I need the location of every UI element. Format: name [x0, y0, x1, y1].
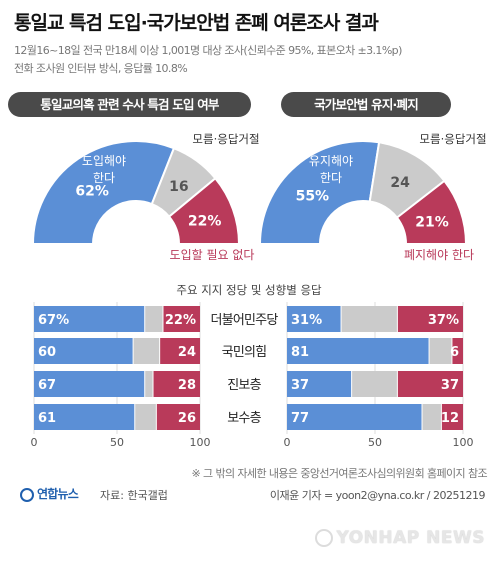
category-label-3: 보수층: [227, 411, 261, 426]
special-counsel-label-yes: 도입해야 한다: [82, 154, 126, 185]
special-counsel-bar-3-seg-2: [156, 404, 200, 430]
watermark-icon: [314, 529, 333, 547]
chart-title-special-counsel: 통일교의혹 관련 수사 특검 도입 여부: [8, 92, 251, 117]
security-law-bar-2-seg-2: [397, 371, 463, 397]
security-law-bar-1-yes-label: 81: [291, 345, 309, 360]
special-counsel-slice-2: [167, 176, 241, 245]
survey-method-line-2: 전화 조사원 인터뷰 방식, 응답률 10.8%: [14, 62, 188, 75]
security-law-tick-50: 50: [368, 436, 382, 449]
watermark-text: YONHAP NEWS: [336, 528, 485, 548]
special-counsel-bar-0-seg-1: [145, 306, 163, 332]
security-law-bar-1-seg-0: [287, 338, 429, 364]
special-counsel-bar-3-seg-1: [135, 404, 156, 430]
special-counsel-bar-1-seg-1: [133, 338, 160, 364]
security-law-bar-0-seg-0: [287, 306, 341, 332]
security-law-bar-3-yes-label: 77: [291, 411, 309, 426]
special-counsel-slice-1-value: 16: [169, 179, 188, 195]
security-law-bar-2-seg-1: [352, 371, 397, 397]
logo-text: 연합뉴스: [37, 487, 79, 501]
security-law-bar-2-no-label: 37: [441, 378, 459, 393]
special-counsel-tick-100: 100: [190, 436, 211, 449]
special-counsel-bar-1-no-label: 24: [178, 345, 196, 360]
footnote: ※ 그 밖의 자세한 내용은 중앙선거여론조사심의위원회 홈페이지 참조: [191, 467, 488, 480]
reporter-credit: 이재윤 기자 = yoon2@yna.co.kr / 20251219: [269, 489, 486, 502]
security-law-bar-1-no-label: 6: [450, 345, 459, 360]
security-law-bar-0-seg-1: [341, 306, 397, 332]
security-law-slice-2: [395, 179, 468, 245]
security-law-slice-1-value: 24: [390, 175, 410, 191]
security-law-bar-3-seg-0: [287, 404, 422, 430]
security-law-bar-0-seg-2: [397, 306, 463, 332]
special-counsel-bar-3-seg-0: [34, 404, 135, 430]
special-counsel-bar-2-seg-2: [153, 371, 200, 397]
special-counsel-slice-2-value: 22%: [188, 213, 222, 229]
security-law-bar-1-seg-1: [429, 338, 452, 364]
security-law-bar-3-seg-1: [422, 404, 441, 430]
special-counsel-bar-1-yes-label: 60: [38, 345, 56, 360]
security-law-label-no: 폐지해야 한다: [404, 248, 474, 262]
yonhap-logo-icon: [20, 488, 34, 502]
security-law-bar-0-no-label: 37%: [428, 313, 459, 328]
data-source: 자료: 한국갤럽: [100, 489, 168, 502]
special-counsel-bar-2-yes-label: 67: [38, 378, 56, 393]
security-law-bar-0-yes-label: 31%: [291, 313, 322, 328]
security-law-bar-3-seg-2: [441, 404, 463, 430]
special-counsel-bar-1-seg-0: [34, 338, 133, 364]
security-law-bar-1-seg-2: [452, 338, 463, 364]
category-label-1: 국민의힘: [222, 345, 267, 360]
bar-section-title: 주요 지지 정당 및 성향별 응답: [176, 283, 322, 297]
security-law-label-yes: 유지해야 한다: [309, 154, 353, 185]
special-counsel-bar-0-seg-0: [34, 306, 145, 332]
special-counsel-tick-50: 50: [110, 436, 124, 449]
security-law-slice-0-value: 55%: [296, 189, 330, 205]
security-law-tick-100: 100: [453, 436, 474, 449]
security-law-label-unknown: 모름·응답거절: [419, 132, 486, 146]
security-law-bar-2-yes-label: 37: [291, 378, 309, 393]
special-counsel-label-no: 도입할 필요 없다: [170, 248, 255, 262]
yonhap-watermark: YONHAP NEWS: [314, 528, 485, 548]
special-counsel-bar-0-seg-2: [163, 306, 200, 332]
category-label-0: 더불어민주당: [211, 313, 279, 328]
special-counsel-bar-0-yes-label: 67%: [38, 313, 69, 328]
special-counsel-bar-1-seg-2: [160, 338, 200, 364]
special-counsel-bar-0-no-label: 22%: [165, 313, 196, 328]
special-counsel-slice-0-value: 62%: [75, 183, 109, 199]
security-law-slice-2-value: 21%: [415, 214, 449, 230]
special-counsel-slice-0: [31, 140, 176, 245]
special-counsel-label-unknown: 모름·응답거절: [192, 132, 259, 146]
special-counsel-bar-2-seg-0: [34, 371, 145, 397]
survey-method-line-1: 12월16~18일 전국 만18세 이상 1,001명 대상 조사(신뢰수준 9…: [14, 44, 402, 57]
special-counsel-bar-3-yes-label: 61: [38, 411, 56, 426]
security-law-tick-0: 0: [284, 436, 291, 449]
special-counsel-bar-2-seg-1: [145, 371, 153, 397]
special-counsel-bar-3-no-label: 26: [178, 411, 196, 426]
chart-title-security-law: 국가보안법 유지·폐지: [281, 92, 451, 117]
security-law-slice-0: [258, 140, 381, 245]
page-title: 통일교 특검 도입·국가보안법 존폐 여론조사 결과: [14, 12, 379, 34]
security-law-bar-2-seg-0: [287, 371, 352, 397]
special-counsel-tick-0: 0: [31, 436, 38, 449]
security-law-bar-3-no-label: 12: [441, 411, 459, 426]
category-label-2: 진보층: [227, 378, 261, 393]
yonhap-logo: 연합뉴스: [20, 485, 79, 502]
special-counsel-bar-2-no-label: 28: [178, 378, 196, 393]
